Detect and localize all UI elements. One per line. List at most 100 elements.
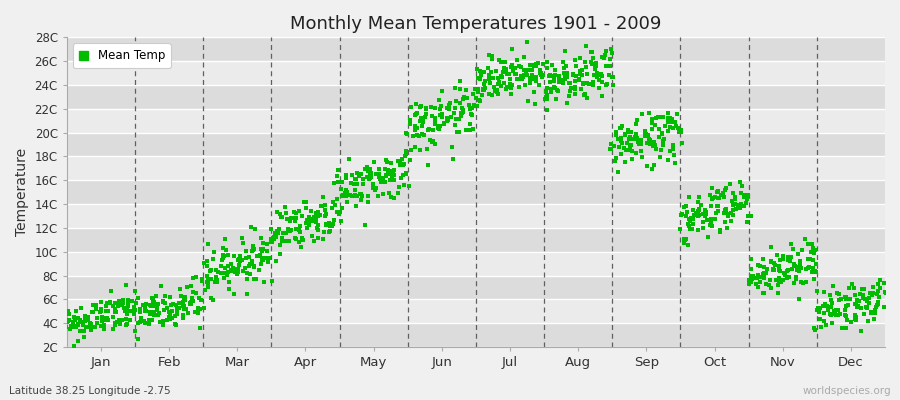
Point [320, 221, 334, 228]
Point [133, 314, 148, 321]
Point [727, 200, 742, 207]
Point [382, 190, 396, 196]
Point [574, 86, 589, 92]
Point [610, 136, 625, 143]
Point [764, 244, 778, 250]
Point [371, 170, 385, 177]
Point [682, 218, 697, 224]
Point [715, 192, 729, 198]
Point [841, 302, 855, 308]
Point [763, 259, 778, 265]
Point [145, 317, 159, 323]
Point [669, 123, 683, 129]
Point [419, 111, 434, 117]
Point [849, 314, 863, 320]
Point [819, 322, 833, 328]
Point [763, 258, 778, 264]
Point [587, 72, 601, 78]
Point [250, 252, 265, 259]
Point [827, 311, 842, 318]
Point [442, 106, 456, 112]
Point [580, 71, 594, 78]
Point [482, 91, 496, 97]
Point [323, 222, 338, 229]
Point [776, 277, 790, 283]
Point [744, 256, 759, 262]
Point [575, 72, 590, 78]
Point [177, 297, 192, 303]
Point [635, 154, 650, 161]
Point [325, 223, 339, 229]
Point [177, 296, 192, 302]
Point [330, 173, 345, 179]
Point [379, 172, 393, 178]
Point [147, 308, 161, 315]
Point [751, 284, 765, 290]
Point [77, 334, 92, 340]
Point [846, 285, 860, 291]
Point [334, 218, 348, 224]
Point [112, 298, 126, 304]
Point [459, 87, 473, 93]
Point [367, 186, 382, 193]
Point [512, 84, 526, 90]
Point [428, 120, 442, 127]
Point [806, 257, 821, 263]
Point [67, 323, 81, 329]
Point [572, 77, 586, 84]
Point [772, 263, 787, 270]
Point [327, 217, 341, 223]
Point [347, 193, 362, 200]
Point [662, 119, 676, 125]
Point [696, 211, 710, 218]
Point [776, 253, 790, 259]
Point [206, 256, 220, 263]
Point [200, 263, 214, 269]
Point [236, 268, 250, 274]
Point [826, 309, 841, 316]
Point [363, 172, 377, 178]
Point [144, 303, 158, 310]
Point [647, 162, 662, 168]
Point [124, 308, 139, 314]
Point [208, 279, 222, 286]
Point [228, 268, 242, 274]
Point [487, 84, 501, 90]
Point [694, 202, 708, 208]
Point [783, 241, 797, 247]
Point [491, 74, 506, 81]
Point [436, 119, 451, 126]
Point [506, 68, 520, 74]
Point [364, 170, 378, 176]
Point [843, 319, 858, 325]
Point [705, 223, 719, 230]
Point [400, 151, 414, 157]
Point [738, 200, 752, 206]
Point [744, 272, 759, 279]
Point [399, 170, 413, 176]
Point [203, 266, 218, 273]
Point [743, 273, 758, 280]
Point [158, 293, 172, 300]
Point [284, 227, 298, 233]
Point [546, 73, 561, 79]
Point [408, 112, 422, 118]
Point [716, 210, 731, 216]
Point [534, 72, 548, 78]
Point [121, 303, 135, 309]
Point [526, 89, 541, 95]
Point [725, 212, 740, 218]
Point [645, 120, 660, 126]
Point [848, 311, 862, 318]
Point [339, 175, 354, 182]
Point [397, 182, 411, 188]
Point [497, 65, 511, 71]
Point [147, 299, 161, 306]
Point [516, 74, 530, 80]
Point [466, 91, 481, 98]
Point [230, 268, 245, 275]
Point [630, 135, 644, 142]
Point [463, 104, 477, 111]
Point [752, 262, 766, 268]
Point [165, 315, 179, 321]
